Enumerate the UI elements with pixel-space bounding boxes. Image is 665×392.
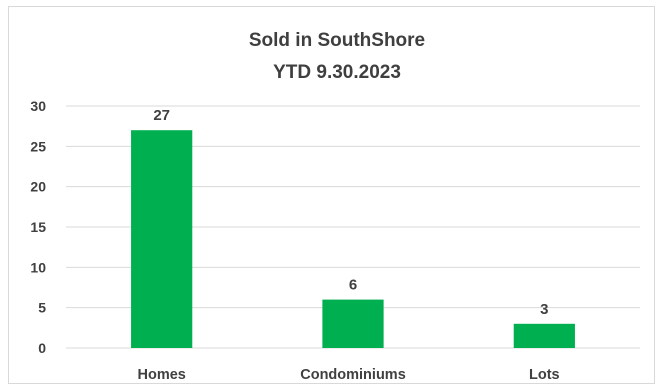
x-category-homes: Homes — [137, 367, 185, 383]
bar-lots — [513, 323, 575, 348]
x-category-lots: Lots — [529, 367, 560, 383]
data-label-condominiums: 6 — [349, 277, 357, 294]
bar-condominiums — [322, 299, 384, 348]
data-labels: 27 6 3 — [153, 107, 548, 318]
x-axis-categories: Homes Condominiums Lots — [137, 367, 559, 383]
y-tick-label: 0 — [38, 340, 46, 356]
data-label-homes: 27 — [153, 107, 170, 124]
y-axis-ticks: 0 5 10 15 20 25 30 — [30, 98, 46, 356]
data-label-lots: 3 — [540, 301, 548, 318]
bar-homes — [131, 130, 193, 348]
y-tick-label: 5 — [38, 300, 46, 316]
y-tick-label: 15 — [30, 219, 46, 235]
chart-title-line-1: Sold in SouthShore — [249, 30, 425, 51]
y-tick-label: 10 — [30, 259, 46, 275]
x-category-condominiums: Condominiums — [300, 367, 406, 383]
y-tick-label: 30 — [30, 98, 46, 114]
chart-title-line-2: YTD 9.30.2023 — [273, 62, 401, 83]
bars — [131, 130, 575, 348]
y-tick-label: 25 — [30, 138, 46, 154]
y-tick-label: 20 — [30, 179, 46, 195]
